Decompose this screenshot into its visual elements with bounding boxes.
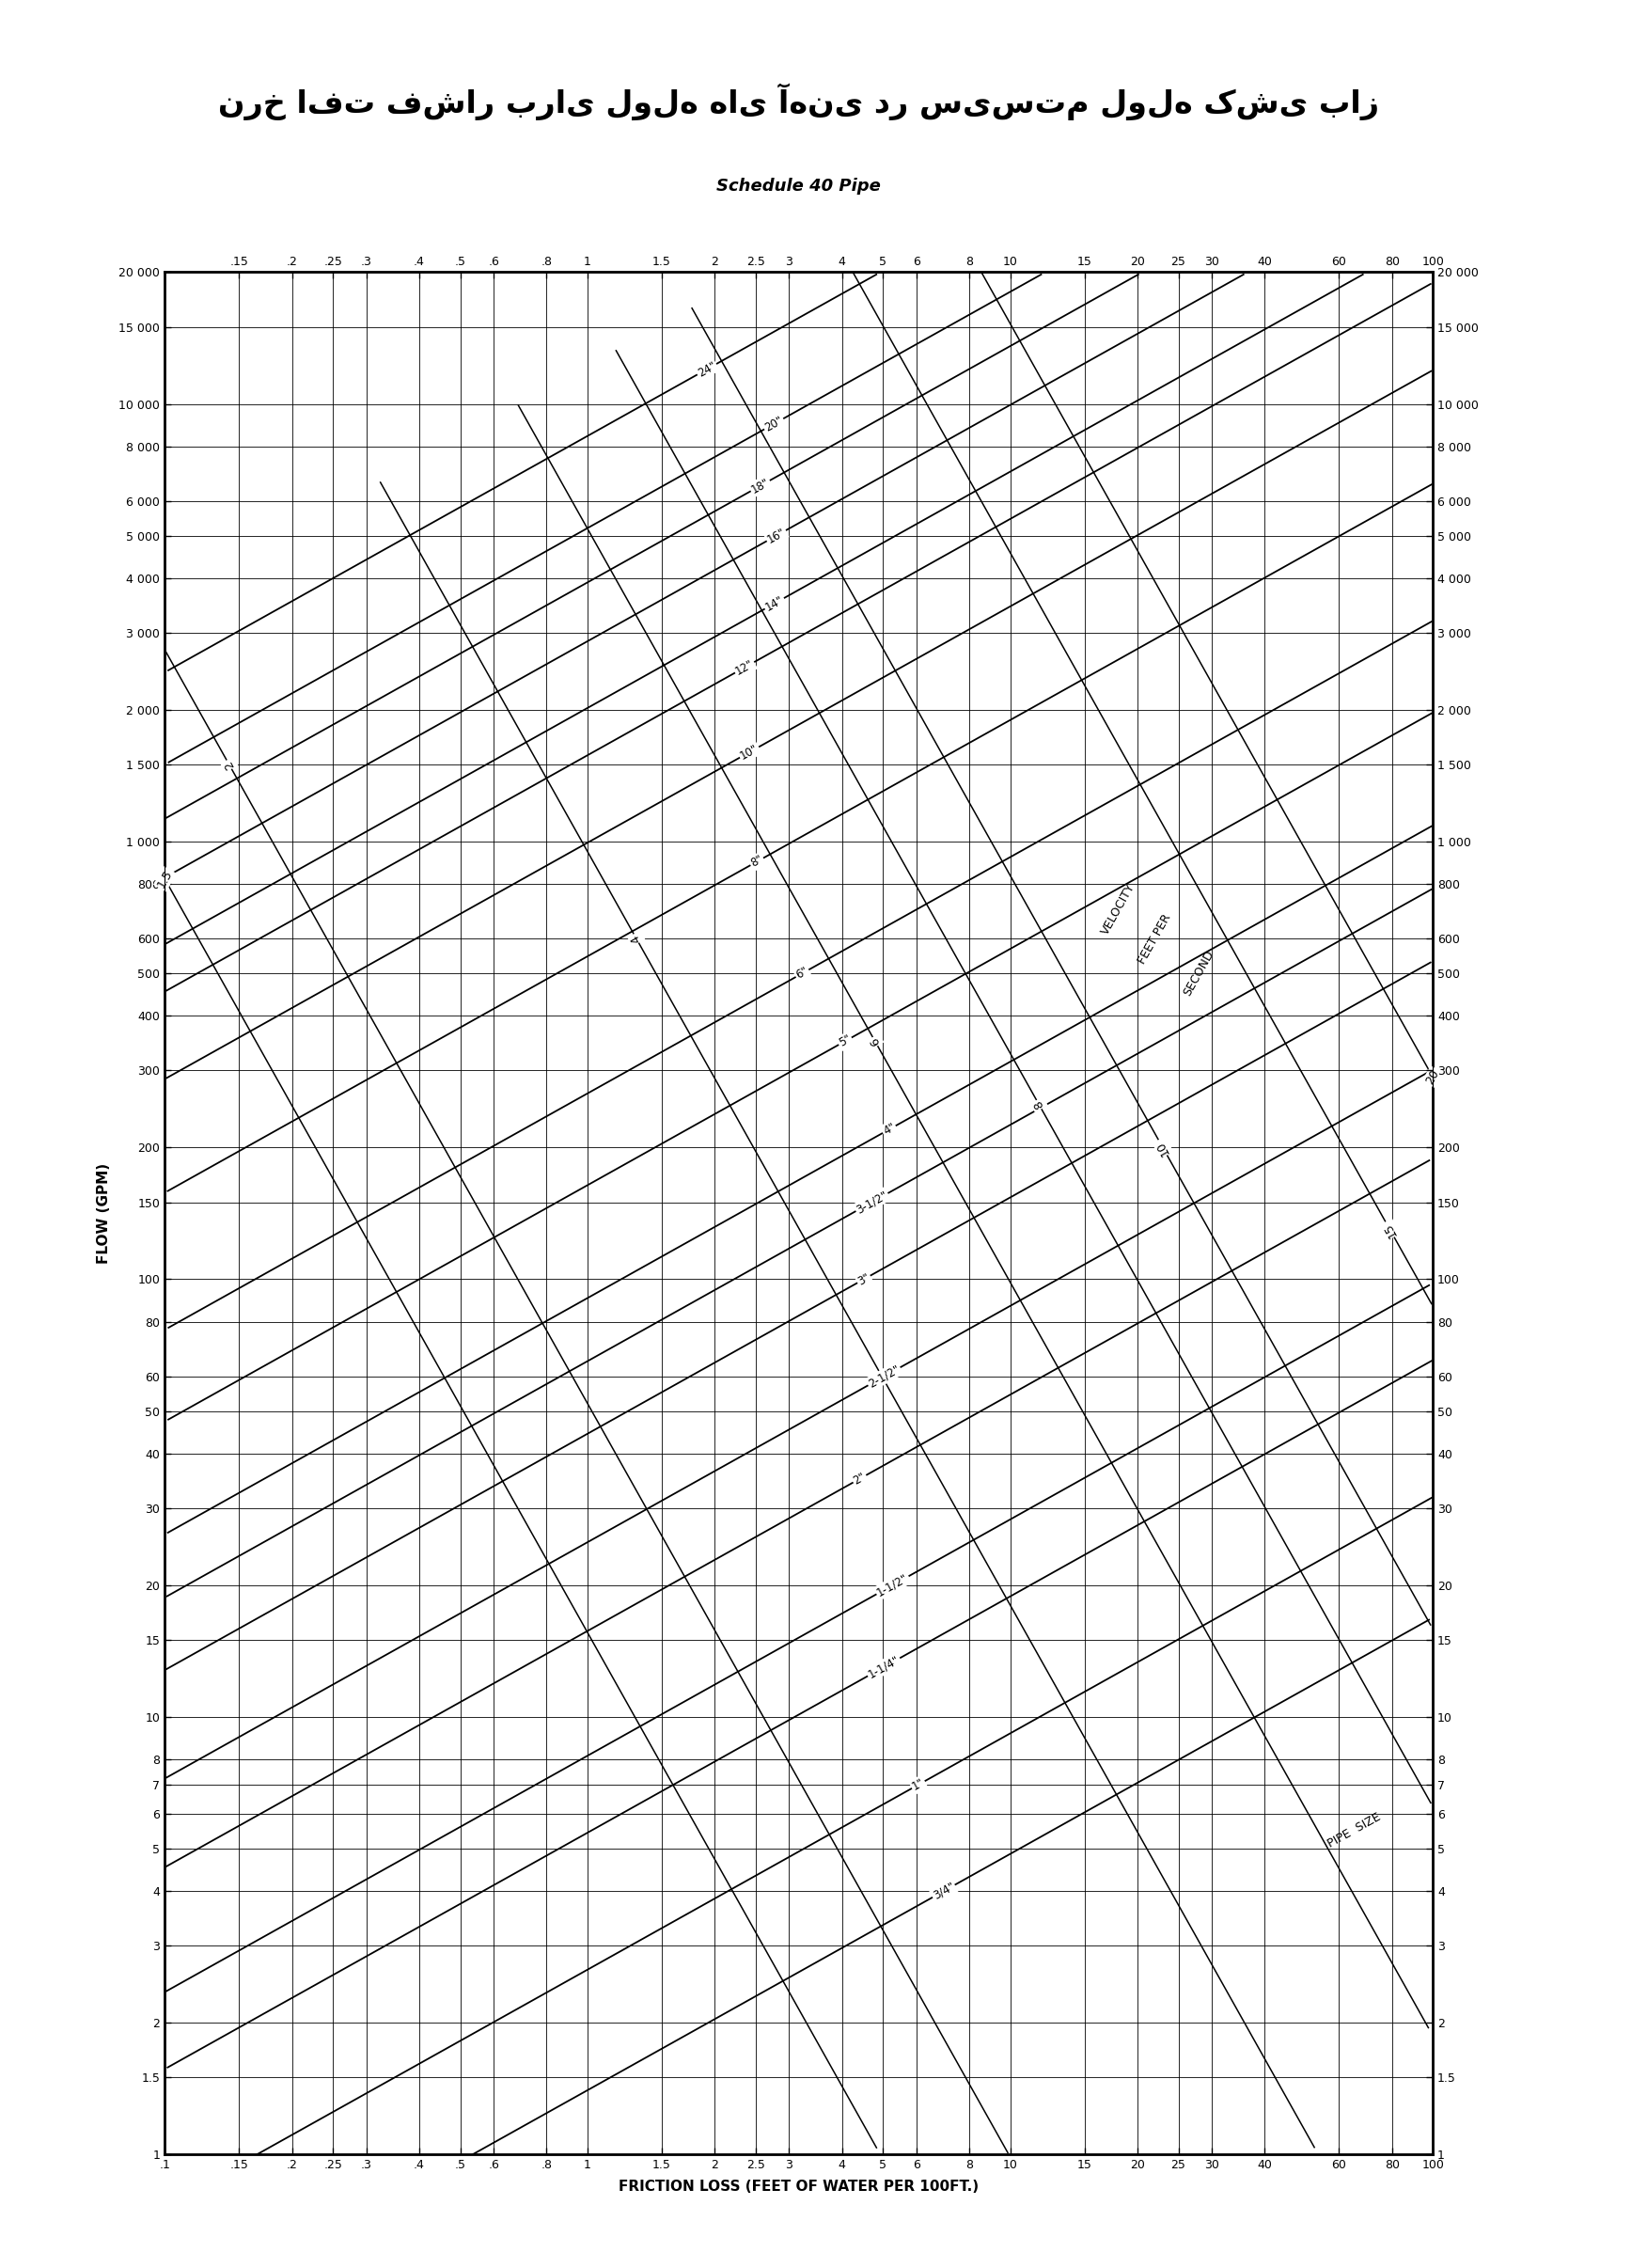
Text: 4": 4" <box>881 1120 898 1139</box>
Text: 3": 3" <box>856 1270 871 1288</box>
Text: 12": 12" <box>733 658 756 678</box>
Text: 1": 1" <box>911 1776 927 1794</box>
Text: SECOND: SECOND <box>1181 948 1217 998</box>
Text: VELOCITY: VELOCITY <box>1099 882 1138 937</box>
Text: 10": 10" <box>738 742 761 762</box>
Text: 24": 24" <box>695 358 718 379</box>
Text: 3/4": 3/4" <box>931 1880 957 1903</box>
Text: 15: 15 <box>1380 1220 1398 1238</box>
Text: Schedule 40 Pipe: Schedule 40 Pipe <box>716 177 881 195</box>
Text: 4: 4 <box>629 932 644 943</box>
Text: 5": 5" <box>837 1032 853 1050</box>
Text: 20": 20" <box>763 415 786 433</box>
Text: 16": 16" <box>764 526 787 547</box>
Text: 18": 18" <box>749 476 771 497</box>
Text: نرخ افت فشار برای لوله های آهنی در سیستم لوله کشی باز: نرخ افت فشار برای لوله های آهنی در سیستم… <box>219 84 1379 120</box>
Text: 1-1/4": 1-1/4" <box>866 1653 901 1681</box>
Text: 10: 10 <box>1155 1139 1171 1157</box>
Text: 8: 8 <box>1031 1098 1046 1111</box>
Text: 1-1/2": 1-1/2" <box>875 1572 911 1599</box>
Text: 20: 20 <box>1423 1068 1441 1086</box>
Text: 8": 8" <box>749 853 766 871</box>
Text: 2": 2" <box>851 1470 868 1488</box>
Text: PIPE  SIZE: PIPE SIZE <box>1326 1810 1382 1851</box>
Text: 3-1/2": 3-1/2" <box>855 1188 889 1216</box>
Text: 6": 6" <box>794 966 810 982</box>
Text: 1.5: 1.5 <box>155 869 175 889</box>
Text: 2-1/2": 2-1/2" <box>866 1363 903 1390</box>
Text: 14": 14" <box>763 594 786 612</box>
Text: 2: 2 <box>222 758 236 771</box>
X-axis label: FRICTION LOSS (FEET OF WATER PER 100FT.): FRICTION LOSS (FEET OF WATER PER 100FT.) <box>619 2180 978 2193</box>
Y-axis label: FLOW (GPM): FLOW (GPM) <box>97 1163 110 1263</box>
Text: 6: 6 <box>868 1034 883 1048</box>
Text: FEET PER: FEET PER <box>1136 912 1174 966</box>
